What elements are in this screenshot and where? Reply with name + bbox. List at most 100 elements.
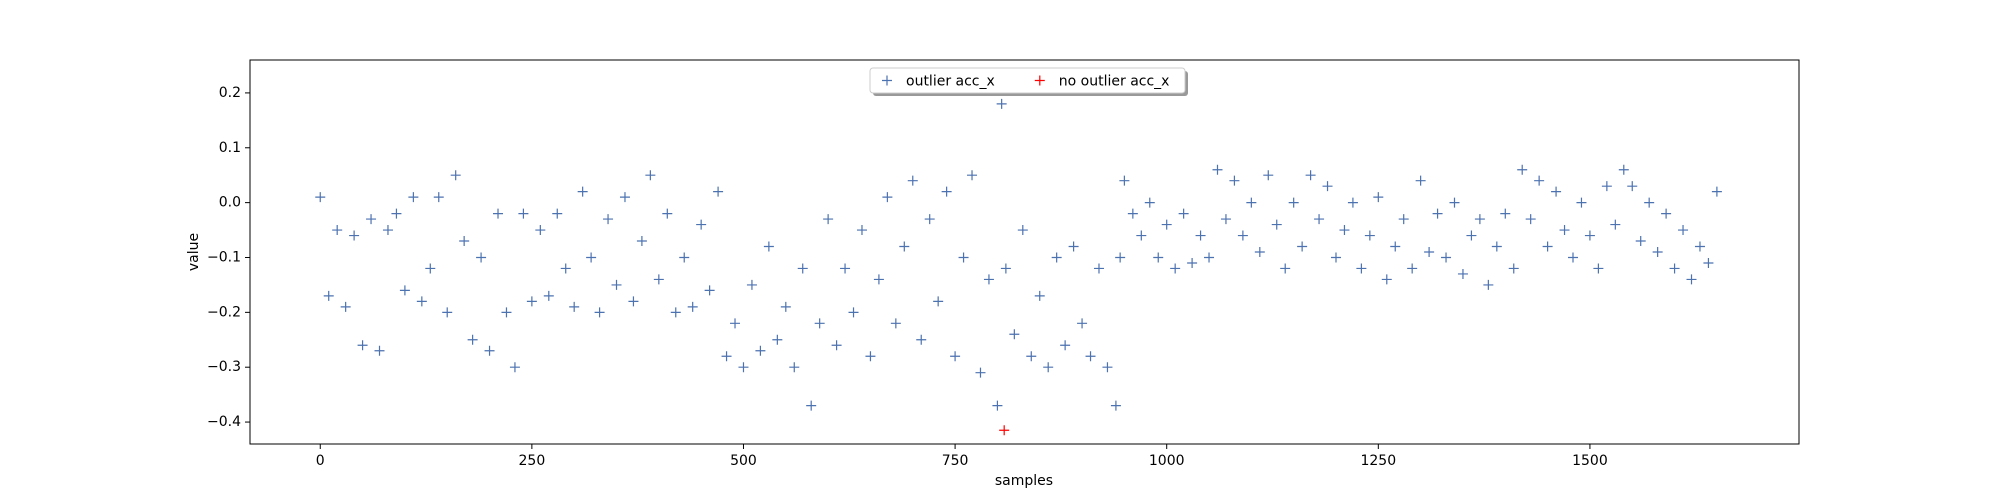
- point: [1322, 181, 1333, 192]
- point: [399, 285, 410, 296]
- point: [1601, 181, 1612, 192]
- legend-label: outlier acc_x: [906, 74, 995, 90]
- point: [340, 301, 351, 312]
- point: [1618, 164, 1629, 175]
- point: [1534, 175, 1545, 186]
- point: [1678, 225, 1689, 236]
- y-tick-label: 0.0: [219, 195, 241, 211]
- point: [1491, 241, 1502, 252]
- point: [484, 345, 495, 356]
- point: [619, 192, 630, 203]
- point: [1136, 230, 1147, 241]
- point: [433, 192, 444, 203]
- point: [992, 400, 1003, 411]
- point: [687, 301, 698, 312]
- point: [1220, 214, 1231, 225]
- point: [653, 274, 664, 285]
- x-tick-label: 0: [316, 453, 325, 469]
- point: [899, 241, 910, 252]
- point: [1457, 268, 1468, 279]
- point: [950, 351, 961, 362]
- x-tick-label: 1500: [1572, 453, 1608, 469]
- point: [374, 345, 385, 356]
- point: [1034, 290, 1045, 301]
- point: [1330, 252, 1341, 263]
- point: [848, 307, 859, 318]
- point: [535, 225, 546, 236]
- point: [1110, 400, 1121, 411]
- point: [890, 318, 901, 329]
- point: [1584, 230, 1595, 241]
- point: [1432, 208, 1443, 219]
- point: [560, 263, 571, 274]
- point: [670, 307, 681, 318]
- point: [1542, 241, 1553, 252]
- point: [662, 208, 673, 219]
- point: [1254, 247, 1265, 257]
- point: [1517, 164, 1528, 175]
- point: [1711, 186, 1722, 197]
- point: [1559, 225, 1570, 236]
- point: [382, 225, 393, 236]
- point: [1204, 252, 1215, 263]
- y-tick-label: −0.4: [207, 414, 241, 430]
- point: [603, 214, 614, 225]
- point: [1060, 340, 1071, 351]
- point: [391, 208, 402, 219]
- point: [645, 170, 656, 181]
- point: [594, 307, 605, 318]
- point: [738, 362, 749, 373]
- point: [366, 214, 377, 225]
- y-tick-label: −0.2: [207, 304, 241, 320]
- point: [1381, 274, 1392, 285]
- point: [636, 236, 647, 247]
- point: [1356, 263, 1367, 274]
- point: [975, 367, 986, 378]
- point: [332, 225, 343, 236]
- point: [924, 214, 935, 225]
- point: [679, 252, 690, 263]
- point: [628, 296, 639, 307]
- point: [518, 208, 529, 219]
- point: [1212, 164, 1223, 175]
- point: [999, 425, 1010, 436]
- point: [1694, 241, 1705, 252]
- point: [1288, 197, 1299, 208]
- point: [442, 307, 453, 318]
- point: [1703, 257, 1714, 268]
- legend-marker: [1034, 75, 1045, 86]
- x-axis-label: samples: [995, 473, 1053, 489]
- point: [1305, 170, 1316, 181]
- point: [746, 279, 757, 290]
- point: [1424, 247, 1435, 257]
- point: [459, 236, 470, 247]
- point: [493, 208, 504, 219]
- point: [1347, 197, 1358, 208]
- point: [1187, 257, 1198, 268]
- point: [552, 208, 563, 219]
- point: [1635, 236, 1646, 247]
- point: [476, 252, 487, 263]
- x-tick-label: 250: [519, 453, 546, 469]
- point: [721, 351, 732, 362]
- point: [1593, 263, 1604, 274]
- point: [1280, 263, 1291, 274]
- point: [789, 362, 800, 373]
- point: [1644, 197, 1655, 208]
- point: [730, 318, 741, 329]
- point: [882, 192, 893, 203]
- point: [1085, 351, 1096, 362]
- point: [1043, 362, 1054, 373]
- point: [916, 334, 927, 345]
- y-tick-label: −0.3: [207, 359, 241, 375]
- point: [1686, 274, 1697, 285]
- point: [1652, 247, 1663, 257]
- point: [1170, 263, 1181, 274]
- point: [1661, 208, 1672, 219]
- y-axis-label: value: [186, 233, 202, 271]
- point: [1000, 263, 1011, 274]
- point: [1551, 186, 1562, 197]
- point: [967, 170, 978, 181]
- point: [696, 219, 707, 230]
